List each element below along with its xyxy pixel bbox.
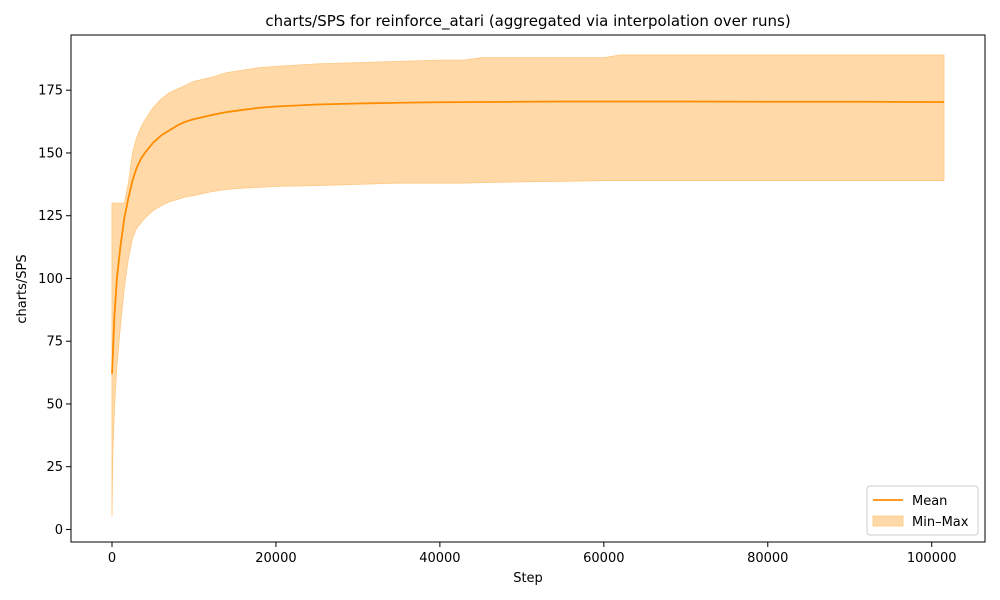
series-mean-line [111, 100, 945, 374]
x-tick-label: 80000 [747, 551, 788, 566]
y-tick-label: 25 [46, 460, 63, 475]
x-tick-label: 40000 [419, 551, 460, 566]
plot-frame [70, 34, 986, 543]
x-axis-label: Step [513, 571, 543, 586]
chart-title: charts/SPS for reinforce_atari (aggregat… [265, 12, 790, 31]
plot-area [111, 54, 945, 517]
x-tick-label: 100000 [907, 551, 957, 566]
y-tick-label: 150 [38, 146, 63, 161]
y-tick-label: 125 [38, 209, 63, 224]
y-tick-label: 75 [46, 335, 63, 350]
y-tick-label: 0 [55, 523, 63, 538]
x-tick-label: 60000 [583, 551, 624, 566]
x-axis: 0 20000 40000 60000 80000 100000 [108, 542, 957, 566]
legend: Mean Min–Max [866, 485, 979, 536]
y-axis-label: charts/SPS [15, 254, 30, 323]
legend-minmax-label: Min–Max [912, 515, 969, 530]
y-tick-label: 50 [46, 397, 63, 412]
x-tick-label: 20000 [255, 551, 296, 566]
y-tick-label: 175 [38, 84, 63, 99]
x-tick-label: 0 [108, 551, 116, 566]
legend-minmax-swatch [872, 515, 904, 527]
legend-mean-label: Mean [912, 494, 947, 509]
y-axis: 0 25 50 75 100 125 150 175 [38, 84, 71, 538]
series-minmax-band [111, 54, 945, 517]
y-tick-label: 100 [38, 272, 63, 287]
